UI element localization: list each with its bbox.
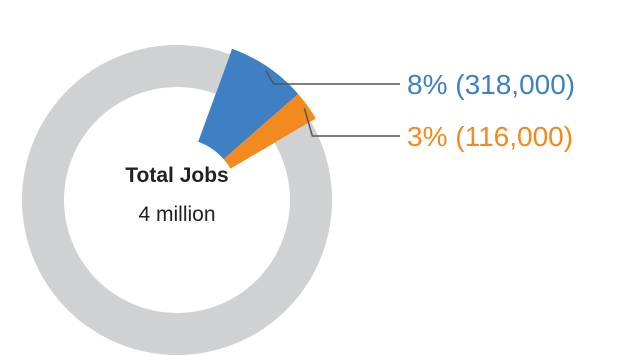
center-title: Total Jobs [125,164,228,187]
callout-label-orange: 3% (116,000) [407,121,573,152]
leader-line-0 [265,70,400,85]
donut-slice-0 [198,48,299,160]
donut-slice-1 [223,93,316,169]
leader-line-1 [303,107,400,137]
donut-slices [22,44,333,355]
callout-label-blue: 8% (318,000) [407,69,575,100]
leader-lines [265,70,400,137]
center-subtitle: 4 million [138,203,215,226]
